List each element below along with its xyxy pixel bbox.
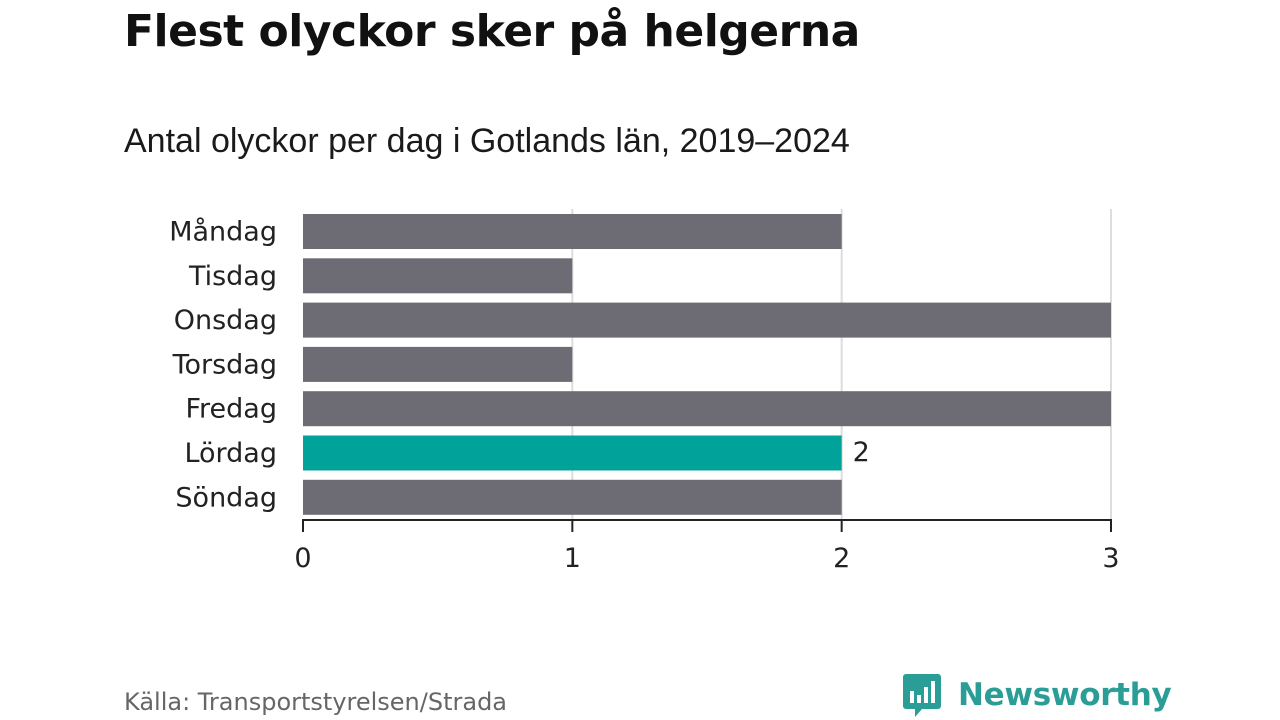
bar-söndag (303, 479, 842, 515)
bars (303, 214, 1111, 515)
newsworthy-logo-icon (903, 674, 941, 717)
category-label: Onsdag (174, 305, 277, 336)
source-note: Källa: Transportstyrelsen/Strada (124, 688, 508, 716)
category-label: Tisdag (188, 261, 277, 292)
category-labels: Måndag Tisdag Onsdag Torsdag Fredag Lördag Sön… (169, 217, 277, 514)
brand: Newsworthy (902, 672, 1172, 718)
bar-fredag (303, 391, 1111, 427)
x-tick-label: 0 (294, 543, 311, 574)
bar-tisdag (303, 258, 573, 294)
x-tick-label: 2 (833, 543, 850, 574)
data-label: 2 (853, 437, 870, 468)
bar-torsdag (303, 346, 573, 382)
chart-title: Flest olyckor sker på helgerna (124, 6, 860, 57)
data-labels: 2 (853, 437, 870, 468)
brand-name: Newsworthy (958, 677, 1172, 713)
category-label: Söndag (175, 482, 277, 513)
chart-subtitle: Antal olyckor per dag i Gotlands län, 20… (124, 122, 850, 160)
category-label: Torsdag (172, 349, 277, 380)
category-label: Fredag (185, 394, 277, 425)
bar-chart: Måndag Tisdag Onsdag Torsdag Fredag Lördag Sön… (169, 209, 1120, 574)
category-label: Lördag (184, 438, 277, 469)
bar-måndag (303, 214, 842, 249)
x-axis: 0 1 2 3 (294, 519, 1120, 574)
bar-lördag (303, 435, 842, 471)
gridlines (571, 209, 1112, 520)
x-tick-label: 1 (564, 543, 581, 574)
category-label: Måndag (169, 217, 277, 248)
x-tick-label: 3 (1102, 543, 1119, 574)
bar-onsdag (303, 302, 1111, 338)
